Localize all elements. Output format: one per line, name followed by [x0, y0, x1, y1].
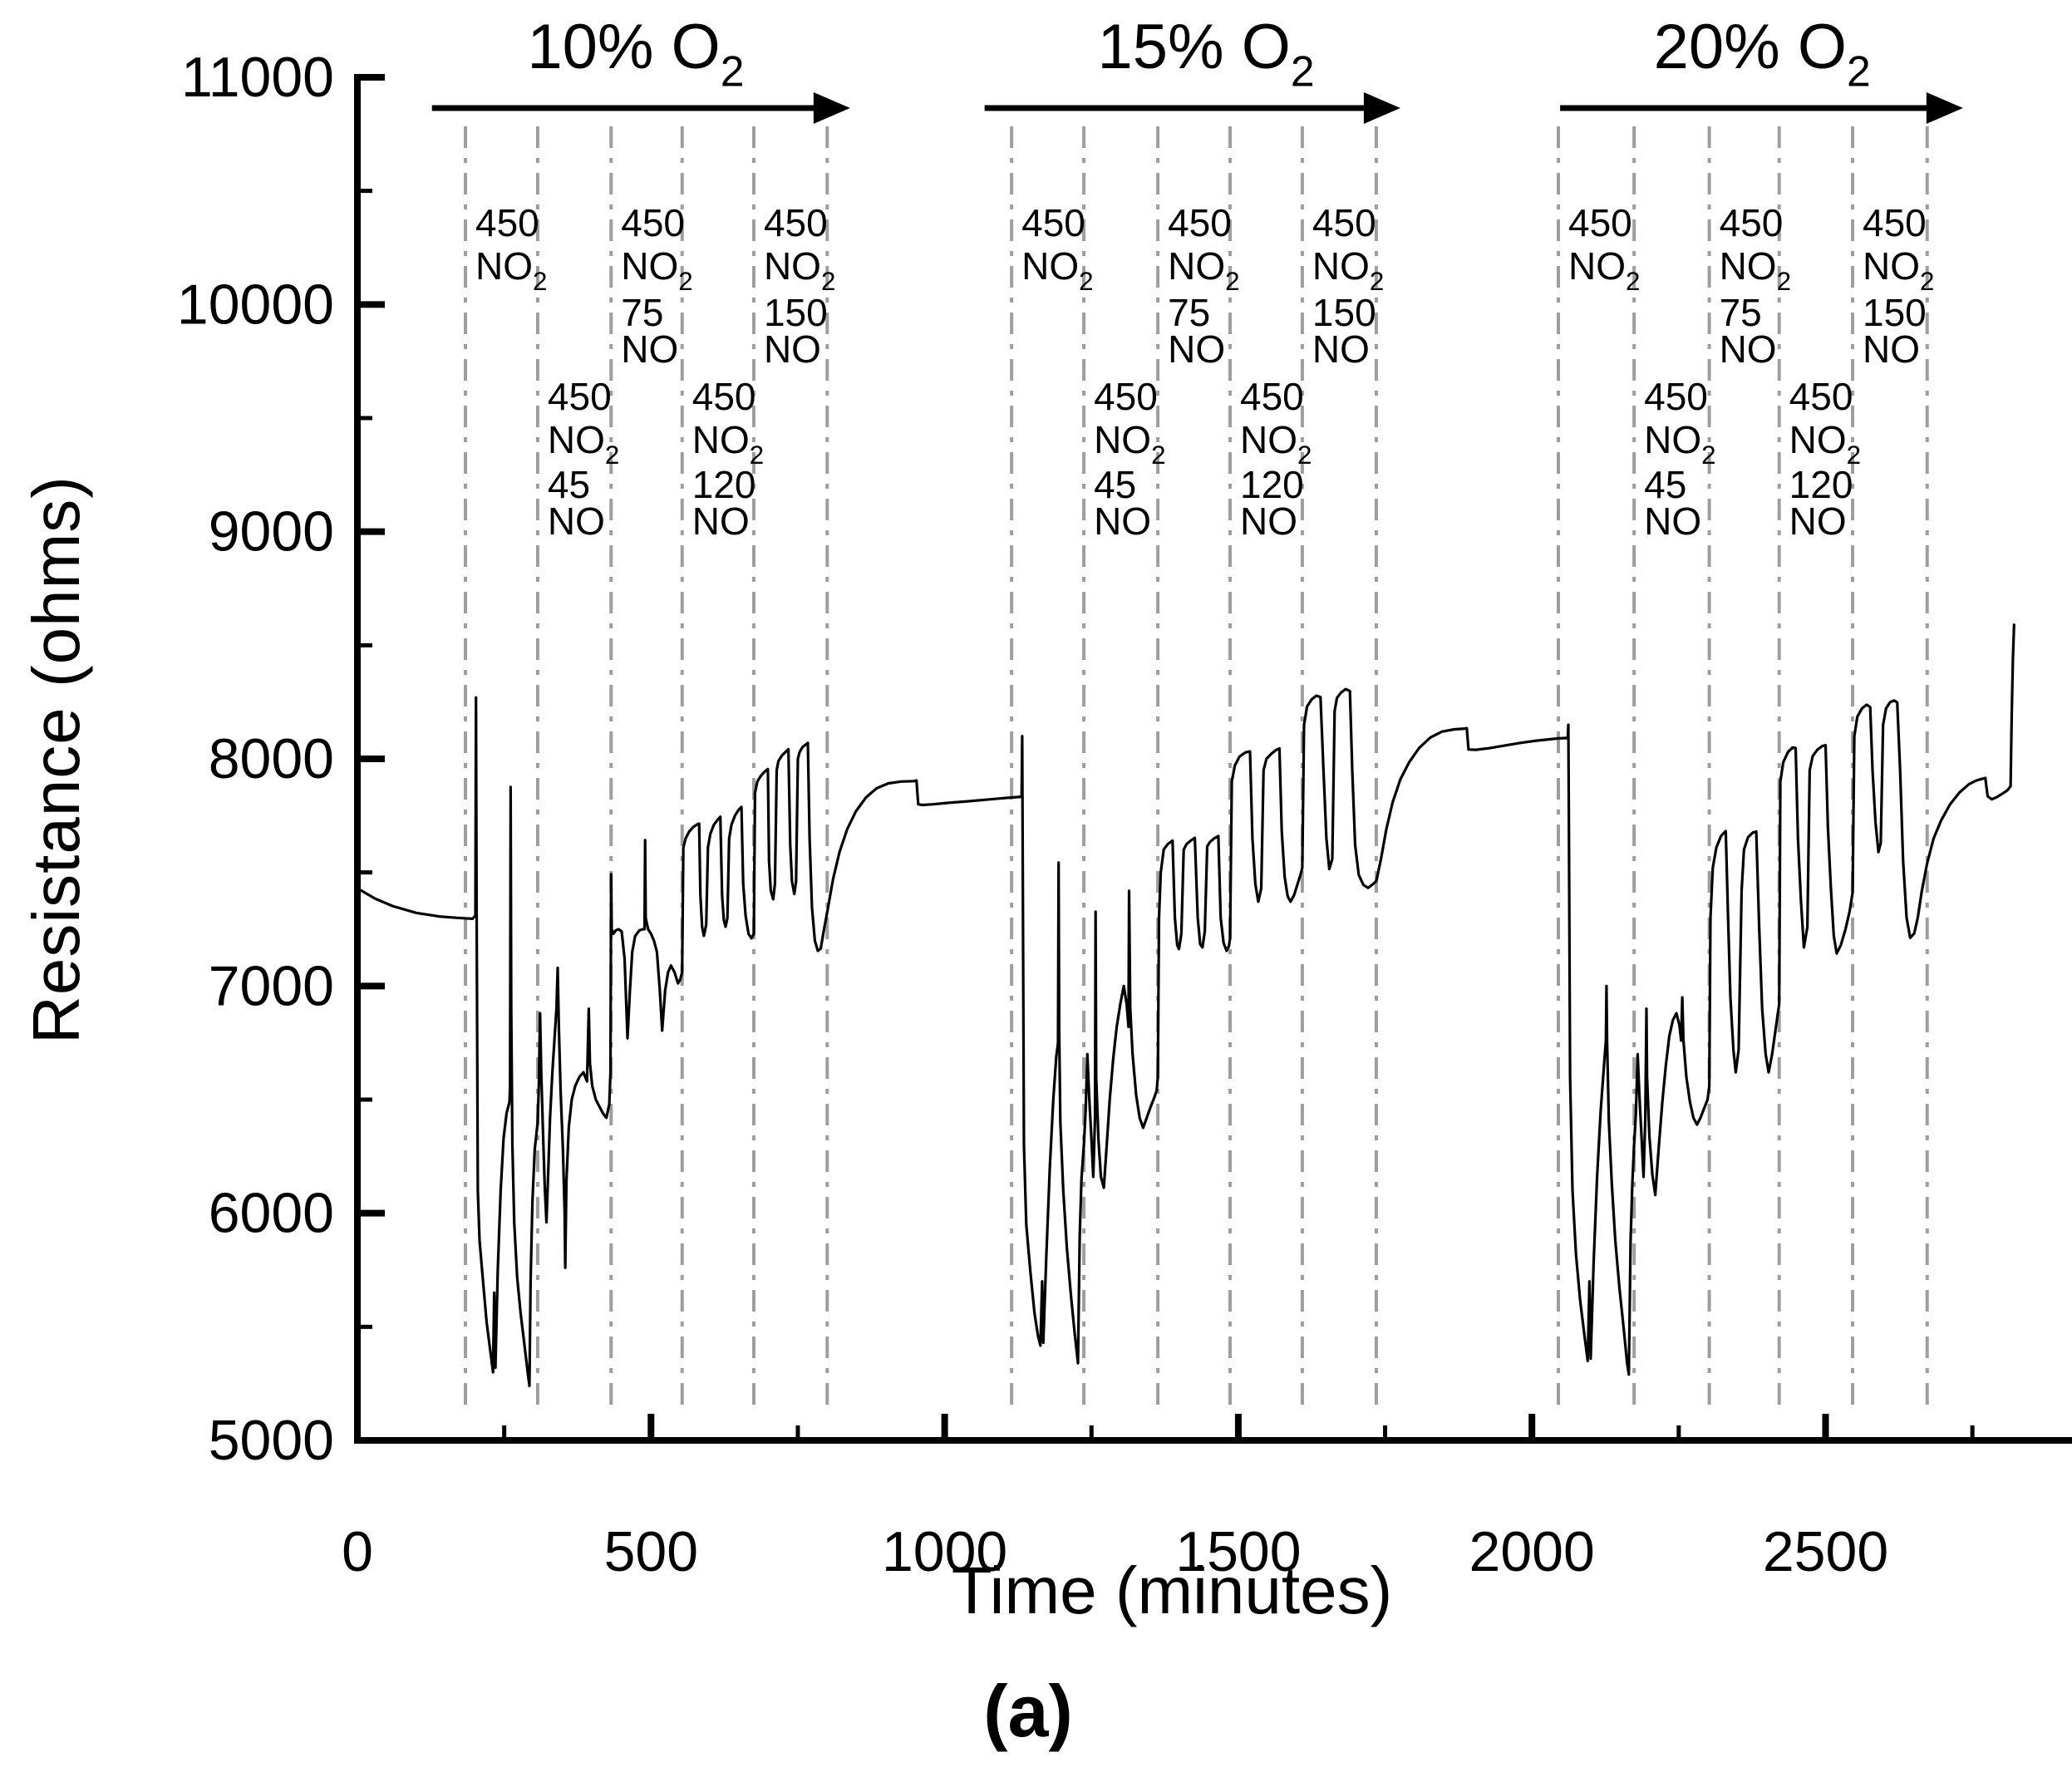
- annotation-r2-c2-line3: 45: [1094, 463, 1136, 506]
- annotation-r3-c3-line1: 450: [1720, 201, 1784, 244]
- annotation-r1-c2-line2: NO2: [548, 418, 619, 470]
- y-tick-label-5000: 5000: [209, 1409, 334, 1472]
- annotation-r2-c1-line2: NO2: [1021, 244, 1093, 296]
- annotation-r2-c4-line4: NO: [1240, 500, 1297, 543]
- annotation-r1-c4-line3: 120: [692, 463, 756, 506]
- y-tick-label-11000: 11000: [181, 46, 334, 109]
- annotation-r3-c5-line1: 450: [1863, 201, 1927, 244]
- annotation-r2-c2-line1: 450: [1094, 375, 1158, 418]
- annotation-r2-c5-line4: NO: [1312, 327, 1370, 371]
- annotation-r1-c2-line4: NO: [548, 500, 605, 543]
- annotation-r3-c5-line4: NO: [1863, 327, 1920, 371]
- annotation-r1-c5-line2: NO2: [764, 244, 835, 296]
- annotation-r2-c3-line4: NO: [1168, 327, 1225, 371]
- annotation-r3-c3-line4: NO: [1720, 327, 1777, 371]
- annotation-r1-c3-line2: NO2: [621, 244, 692, 296]
- x-tick-label-1000: 1000: [882, 1520, 1007, 1583]
- annotation-r2-c4-line3: 120: [1240, 463, 1304, 506]
- y-tick-label-7000: 7000: [209, 954, 334, 1017]
- figure-caption: (a): [983, 1670, 1073, 1752]
- annotation-r3-c4-line1: 450: [1789, 375, 1853, 418]
- annotation-r2-c4-line1: 450: [1240, 375, 1304, 418]
- annotation-r3-c3-line3: 75: [1720, 291, 1762, 334]
- x-tick-label-2500: 2500: [1763, 1520, 1888, 1583]
- annotation-r3-c4-line3: 120: [1789, 463, 1853, 506]
- y-tick-label-6000: 6000: [209, 1182, 334, 1245]
- y-tick-label-9000: 9000: [209, 500, 334, 564]
- resistance-trace: [356, 623, 2015, 1388]
- annotation-r3-c1-line2: NO2: [1568, 244, 1640, 296]
- annotation-r1-c5-line4: NO: [764, 327, 821, 371]
- annotation-r2-c3-line1: 450: [1168, 201, 1232, 244]
- x-tick-label-1500: 1500: [1175, 1520, 1301, 1583]
- annotation-r1-c4-line4: NO: [692, 500, 750, 543]
- annotation-r3-c5-line3: 150: [1863, 291, 1927, 334]
- annotation-r1-c3-line4: NO: [621, 327, 678, 371]
- annotation-r1-c5-line3: 150: [764, 291, 828, 334]
- annotation-r3-c4-line4: NO: [1789, 500, 1847, 543]
- annotation-r2-c1-line1: 450: [1021, 201, 1085, 244]
- annotation-r1-c5-line1: 450: [764, 201, 828, 244]
- annotation-r3-c2-line1: 450: [1644, 375, 1708, 418]
- x-tick-label-0: 0: [342, 1520, 373, 1583]
- annotation-r1-c2-line3: 45: [548, 463, 590, 506]
- annotation-r3-c2-line2: NO2: [1644, 418, 1715, 470]
- o2-arrow-head-icon-1: [813, 92, 850, 124]
- annotation-r2-c4-line2: NO2: [1240, 418, 1312, 470]
- annotation-r1-c4-line2: NO2: [692, 418, 764, 470]
- y-axis-title: Resistance (ohms): [19, 475, 93, 1044]
- annotation-r1-c4-line1: 450: [692, 375, 756, 418]
- annotation-r3-c1-line1: 450: [1568, 201, 1632, 244]
- o2-arrow-head-icon-3: [1926, 92, 1963, 124]
- annotation-r1-c1-line1: 450: [475, 201, 539, 244]
- annotation-r2-c5-line1: 450: [1312, 201, 1376, 244]
- x-tick-label-2000: 2000: [1469, 1520, 1595, 1583]
- annotation-r2-c2-line2: NO2: [1094, 418, 1165, 470]
- annotation-r3-c4-line2: NO2: [1789, 418, 1861, 470]
- annotation-r3-c5-line2: NO2: [1863, 244, 1934, 296]
- x-tick-label-500: 500: [604, 1520, 698, 1583]
- annotation-r2-c5-line3: 150: [1312, 291, 1376, 334]
- annotation-r2-c3-line3: 75: [1168, 291, 1210, 334]
- y-tick-label-8000: 8000: [209, 727, 334, 790]
- y-tick-label-10000: 10000: [177, 273, 334, 336]
- annotation-r3-c2-line4: NO: [1644, 500, 1701, 543]
- o2-arrow-head-icon-2: [1363, 92, 1400, 124]
- x-axis-title: Time (minutes): [951, 1553, 1393, 1627]
- annotation-r2-c3-line2: NO2: [1168, 244, 1239, 296]
- annotation-r3-c2-line3: 45: [1644, 463, 1686, 506]
- annotation-r1-c2-line1: 450: [548, 375, 612, 418]
- annotation-r2-c5-line2: NO2: [1312, 244, 1384, 296]
- o2-region-label-2: 15% O2: [1097, 12, 1314, 95]
- annotation-r3-c3-line2: NO2: [1720, 244, 1791, 296]
- annotation-r1-c3-line3: 75: [621, 291, 663, 334]
- annotation-r1-c3-line1: 450: [621, 201, 685, 244]
- annotation-r1-c1-line2: NO2: [475, 244, 547, 296]
- annotation-r2-c2-line4: NO: [1094, 500, 1151, 543]
- o2-region-label-3: 20% O2: [1654, 12, 1871, 95]
- o2-region-label-1: 10% O2: [527, 12, 744, 95]
